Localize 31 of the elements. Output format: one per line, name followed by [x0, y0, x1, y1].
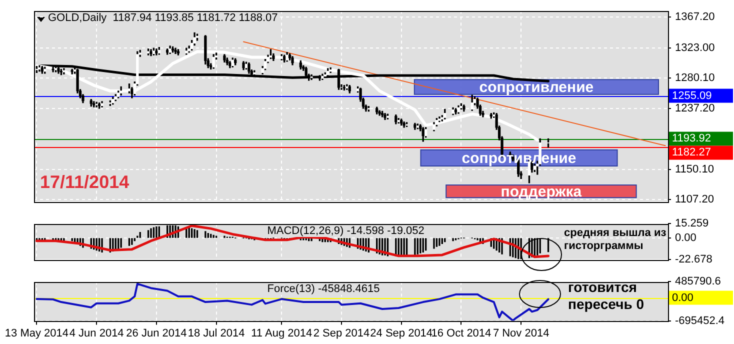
- annotation: готовится пересечь 0: [568, 279, 646, 313]
- y-tick-label: 1280.10: [675, 72, 715, 84]
- band-label: поддержка: [500, 183, 582, 200]
- chart-title: MACD(12,26,9) -14.598 -19.052: [265, 224, 426, 237]
- y-tick-label: 1150.10: [675, 163, 714, 176]
- chart-title: Force(13) -45848.4615: [265, 282, 382, 295]
- y-tick-label: 1323.00: [675, 42, 715, 54]
- annotation: 17/11/2014: [40, 172, 130, 194]
- band-label: сопротивление: [479, 79, 594, 96]
- x-tick-label: 24 Sep 2014: [370, 327, 433, 340]
- y-tick-label: 15.259: [675, 218, 709, 230]
- ref-line-label: 1193.92: [672, 132, 711, 145]
- x-tick-label: 16 Oct 2014: [431, 327, 492, 340]
- y-tick-label: 0.00: [675, 232, 696, 244]
- y-tick-label: -22.678: [675, 253, 712, 266]
- y-tick-label: 1237.20: [675, 102, 715, 114]
- y-tick-label: -695452.4: [675, 314, 725, 327]
- y-tick-label: 1107.20: [675, 194, 714, 206]
- annotation: средняя вышла из гисторграммы: [564, 227, 668, 254]
- x-tick-label: 2 Sep 2014: [313, 327, 370, 340]
- ref-line-label: 1182.27: [672, 146, 711, 159]
- chart-title: GOLD,Daily 1187.94 1193.85 1181.72 1188.07: [46, 12, 280, 24]
- x-tick-label: 18 Jul 2014: [188, 327, 245, 340]
- x-tick-label: 4 Jun 2014: [69, 327, 124, 340]
- x-tick-label: 11 Aug 2014: [251, 327, 312, 340]
- ref-line-label: 1255.09: [672, 90, 712, 102]
- y-tick-label: 485790.6: [675, 276, 721, 288]
- x-tick-label: 7 Nov 2014: [492, 327, 550, 340]
- x-tick-label: 13 May 2014: [4, 327, 69, 340]
- x-tick-label: 26 Jun 2014: [126, 327, 187, 340]
- y-tick-label: 1367.20: [675, 11, 715, 24]
